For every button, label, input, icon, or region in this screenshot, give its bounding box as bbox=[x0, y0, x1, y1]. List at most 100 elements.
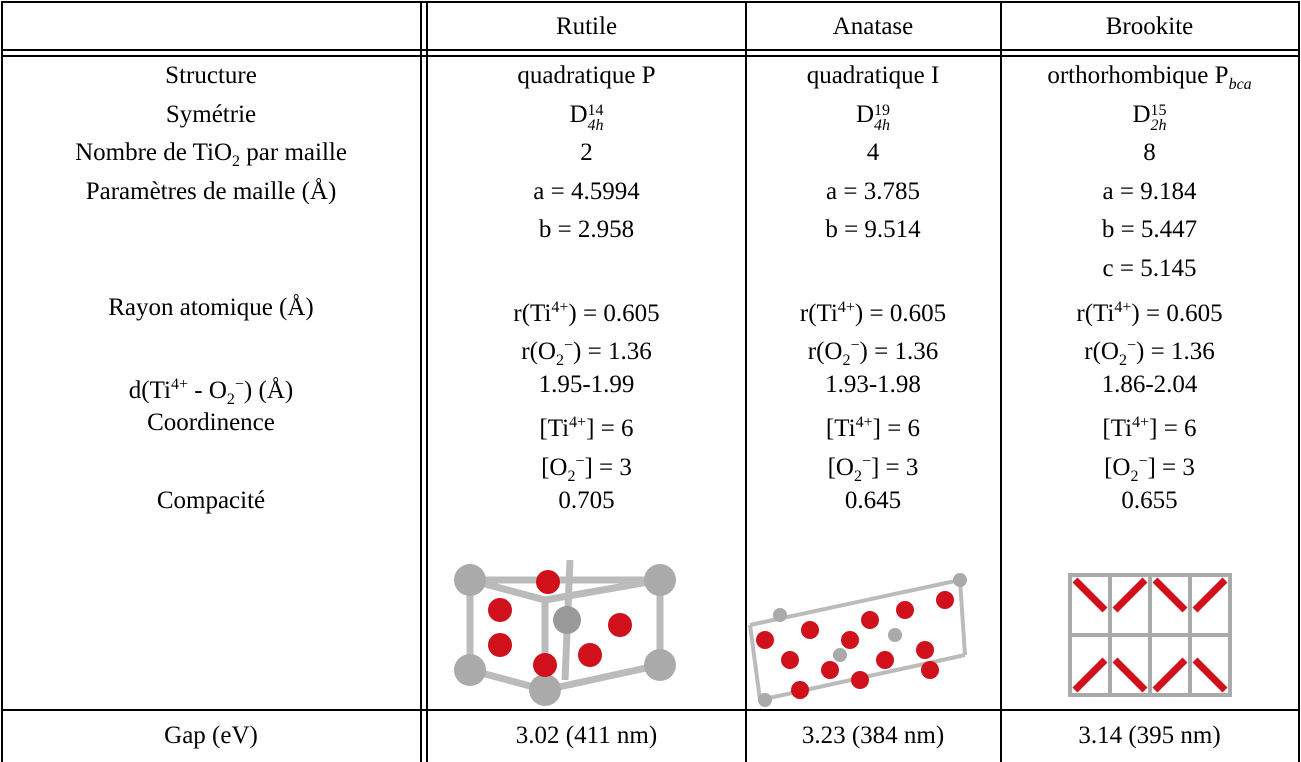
text: 4 bbox=[867, 139, 880, 166]
cell-value: r(Ti4+) = 0.605 bbox=[746, 289, 1000, 328]
row-label: Coordinence bbox=[2, 404, 420, 443]
text: Nombre de TiO bbox=[75, 139, 232, 166]
row-label: d(Ti4+ - O2−) (Å) bbox=[2, 366, 420, 405]
superscript: 4+ bbox=[1114, 299, 1131, 316]
cell-value: r(Ti4+) = 0.605 bbox=[428, 289, 745, 328]
cell-value: b = 5.447 bbox=[1001, 211, 1298, 250]
text: D bbox=[569, 101, 587, 128]
text: ) (Å) bbox=[244, 377, 293, 404]
superscript: 4+ bbox=[856, 414, 873, 431]
cell-value: b = 2.958 bbox=[428, 211, 745, 250]
cell-value: 1.95-1.99 bbox=[428, 366, 745, 405]
text: quadratique P bbox=[517, 62, 655, 89]
text: b = 2.958 bbox=[539, 216, 634, 243]
text: ) = 0.605 bbox=[1131, 300, 1222, 327]
cell-value: [Ti4+] = 6 bbox=[746, 404, 1000, 443]
text: 2 bbox=[580, 139, 593, 166]
text: [O bbox=[1104, 454, 1130, 481]
cell-value: [Ti4+] = 6 bbox=[428, 404, 745, 443]
rule bbox=[1, 49, 1299, 51]
superscript: − bbox=[1127, 337, 1136, 354]
text: ) = 1.36 bbox=[1136, 338, 1215, 365]
superscript: 14 bbox=[588, 103, 604, 118]
text: par maille bbox=[240, 139, 347, 166]
text: 1.93-1.98 bbox=[825, 371, 921, 398]
text: [Ti bbox=[826, 415, 856, 442]
cell-value: 0.705 bbox=[428, 482, 745, 521]
row-label: Compacité bbox=[2, 482, 420, 521]
cell-value: r(O2−) = 1.36 bbox=[746, 327, 1000, 366]
cell-value: a = 4.5994 bbox=[428, 173, 745, 212]
text: ) = 0.605 bbox=[855, 300, 946, 327]
cell-value: D144h bbox=[428, 96, 745, 135]
text: D bbox=[1132, 101, 1150, 128]
text: ] = 6 bbox=[586, 415, 633, 442]
cell-value: orthorhombique Pbca bbox=[1001, 57, 1298, 96]
table-page: RutileAnataseBrookiteStructurequadratiqu… bbox=[0, 0, 1301, 762]
text: quadratique I bbox=[807, 62, 940, 89]
superscript: − bbox=[851, 337, 860, 354]
text: Compacité bbox=[157, 487, 265, 514]
text: Coordinence bbox=[147, 409, 275, 436]
text: 0.655 bbox=[1121, 487, 1177, 514]
text: a = 3.785 bbox=[826, 178, 920, 205]
cell-value: 3.02 (411 nm) bbox=[428, 716, 745, 756]
row-label: Nombre de TiO2 par maille bbox=[2, 134, 420, 173]
text: ] = 6 bbox=[1149, 415, 1196, 442]
text: ) = 1.36 bbox=[860, 338, 939, 365]
rule bbox=[1298, 1, 1300, 762]
text: r(O bbox=[808, 338, 843, 365]
column-header: Anatase bbox=[746, 8, 1000, 46]
text: ] = 3 bbox=[1147, 454, 1194, 481]
text: d(Ti bbox=[129, 377, 171, 404]
cell-value: b = 9.514 bbox=[746, 211, 1000, 250]
text: orthorhombique P bbox=[1047, 62, 1228, 89]
text: 8 bbox=[1143, 139, 1156, 166]
superscript: 4+ bbox=[569, 414, 586, 431]
text: Symétrie bbox=[166, 101, 256, 128]
superscript: 15 bbox=[1151, 103, 1167, 118]
text: r(O bbox=[521, 338, 556, 365]
text: [Ti bbox=[539, 415, 569, 442]
text: r(Ti bbox=[800, 300, 838, 327]
row-label: Gap (eV) bbox=[2, 716, 420, 756]
row-label: Structure bbox=[2, 57, 420, 96]
text: Rayon atomique (Å) bbox=[108, 294, 314, 321]
text: 0.705 bbox=[558, 487, 614, 514]
subscript: bca bbox=[1229, 76, 1252, 93]
cell-value: 0.645 bbox=[746, 482, 1000, 521]
cell-value: 8 bbox=[1001, 134, 1298, 173]
text: - O bbox=[188, 377, 227, 404]
cell-value: 4 bbox=[746, 134, 1000, 173]
text: 0.645 bbox=[845, 487, 901, 514]
text: b = 5.447 bbox=[1102, 216, 1197, 243]
text: c = 5.145 bbox=[1103, 255, 1197, 282]
superscript: 4+ bbox=[838, 299, 855, 316]
cell-value: r(O2−) = 1.36 bbox=[1001, 327, 1298, 366]
text: [O bbox=[541, 454, 567, 481]
text: a = 9.184 bbox=[1103, 178, 1197, 205]
text: Paramètres de maille (Å) bbox=[86, 178, 337, 205]
cell-value: a = 3.785 bbox=[746, 173, 1000, 212]
column-header: Rutile bbox=[428, 8, 745, 46]
text: ) = 0.605 bbox=[568, 300, 659, 327]
text: [Ti bbox=[1102, 415, 1132, 442]
superscript: 4+ bbox=[551, 299, 568, 316]
text: ] = 3 bbox=[584, 454, 631, 481]
text: r(Ti bbox=[513, 300, 551, 327]
cell-value: r(O2−) = 1.36 bbox=[428, 327, 745, 366]
cell-value: 1.86-2.04 bbox=[1001, 366, 1298, 405]
text: 1.95-1.99 bbox=[539, 371, 635, 398]
subscript: 2 bbox=[232, 153, 240, 170]
text: ) = 1.36 bbox=[573, 338, 652, 365]
cell-value: 3.14 (395 nm) bbox=[1001, 716, 1298, 756]
superscript: 4+ bbox=[171, 376, 188, 393]
rule bbox=[420, 1, 422, 762]
subscript: 4h bbox=[874, 118, 890, 133]
rutile-structure bbox=[454, 560, 676, 706]
cell-value: [O2−] = 3 bbox=[428, 443, 745, 482]
text: r(O bbox=[1084, 338, 1119, 365]
rule bbox=[1, 1, 1299, 3]
